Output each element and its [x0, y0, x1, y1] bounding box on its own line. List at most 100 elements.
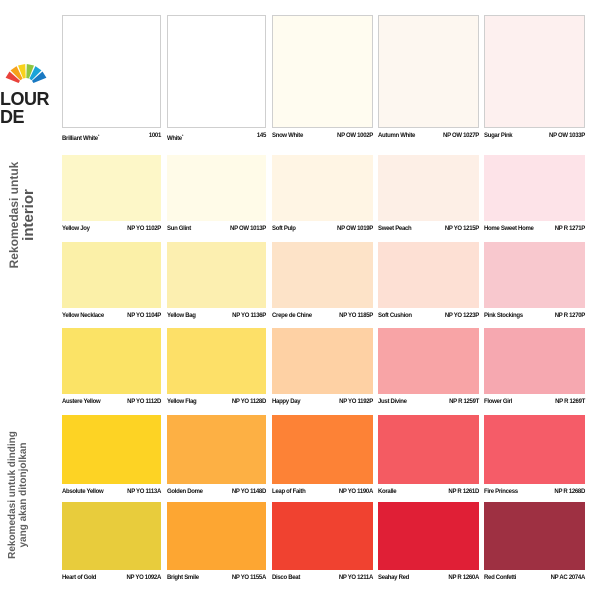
color-swatch[interactable]	[272, 502, 373, 570]
color-swatch[interactable]	[167, 155, 266, 221]
color-swatch[interactable]	[167, 415, 266, 484]
color-swatch[interactable]	[378, 328, 479, 394]
swatch-label: Flower Girl NP R 1269T	[484, 399, 585, 409]
swatch-name: Yellow Flag	[167, 399, 197, 405]
swatch-code: NP YO 1190A	[338, 489, 373, 495]
swatch-name: Yellow Bag	[167, 313, 196, 319]
swatch-name: Red Confetti	[484, 575, 517, 581]
swatch-name: Flower Girl	[484, 399, 513, 405]
color-swatch[interactable]	[62, 502, 161, 570]
swatch-code: NP R 1270P	[554, 313, 586, 319]
swatch-code: NP OW 1033P	[549, 133, 585, 139]
swatch-code: NP R 1271P	[554, 226, 586, 232]
swatch-code: NP R 1259T	[449, 399, 479, 405]
swatch-code: NP YO 1211A	[338, 575, 373, 581]
swatch-label: Seahay Red NP R 1260A	[378, 575, 479, 585]
swatch-name: Golden Dome	[167, 489, 203, 495]
swatch-label: Heart of Gold NP YO 1092A	[62, 575, 161, 585]
color-swatch[interactable]	[62, 415, 161, 484]
color-swatch[interactable]	[62, 328, 161, 394]
side-label-interior-line1: Rekomedasi untuk	[7, 161, 21, 269]
swatch-code: NP OW 1013P	[230, 226, 266, 232]
brand-logo: LOUR DE	[0, 56, 60, 136]
swatch-label: Disco Beat NP YO 1211A	[272, 575, 373, 585]
swatch-name: Brilliant White*	[62, 133, 100, 142]
swatch-label: Brilliant White* 1001	[62, 133, 161, 143]
swatch-code: NP YO 1102P	[127, 226, 161, 232]
color-swatch[interactable]	[167, 328, 266, 394]
swatch-code: NP YO 1092A	[126, 575, 161, 581]
color-swatch[interactable]	[378, 502, 479, 570]
swatch-label: Austere Yellow NP YO 1112D	[62, 399, 161, 409]
logo-text-line2: DE	[0, 107, 25, 127]
color-swatch[interactable]	[272, 328, 373, 394]
swatch-name: Yellow Necklace	[62, 313, 104, 319]
swatch-label: Sweet Peach NP YO 1215P	[378, 226, 479, 236]
swatch-code: NP R 1261D	[448, 489, 479, 495]
color-swatch[interactable]	[272, 415, 373, 484]
fan-segment	[32, 71, 47, 84]
color-swatch[interactable]	[484, 415, 585, 484]
swatch-code: NP YO 1104P	[127, 313, 161, 319]
swatch-label: Just Divine NP R 1259T	[378, 399, 479, 409]
swatch-name: Absolute Yellow	[62, 489, 104, 495]
swatch-label: Yellow Necklace NP YO 1104P	[62, 313, 161, 323]
swatch-code: 145	[256, 133, 266, 139]
swatch-name: Just Divine	[378, 399, 407, 405]
color-swatch[interactable]	[62, 155, 161, 221]
swatch-name: Sun Glint	[167, 226, 191, 232]
swatch-name: Autumn White	[378, 133, 416, 139]
swatch-label: Soft Cushion NP YO 1223P	[378, 313, 479, 323]
swatch-code: NP OW 1019P	[337, 226, 373, 232]
color-swatch[interactable]	[484, 242, 585, 308]
swatch-label: Red Confetti NP AC 2074A	[484, 575, 585, 585]
swatch-name: Seahay Red	[378, 575, 410, 581]
color-swatch[interactable]	[62, 242, 161, 308]
color-swatch[interactable]	[167, 242, 266, 308]
color-swatch[interactable]	[484, 155, 585, 221]
swatch-code: NP YO 1136P	[232, 313, 266, 319]
color-swatch[interactable]	[167, 15, 266, 128]
swatch-code: NP AC 2074A	[550, 575, 586, 581]
swatch-label: Koralle NP R 1261D	[378, 489, 479, 499]
swatch-label: Fire Princess NP R 1268D	[484, 489, 585, 499]
color-swatch[interactable]	[272, 242, 373, 308]
swatch-code: NP R 1268D	[554, 489, 585, 495]
color-swatch[interactable]	[484, 502, 585, 570]
color-swatch[interactable]	[272, 15, 373, 128]
swatch-label: Home Sweet Home NP R 1271P	[484, 226, 585, 236]
swatch-label: Golden Dome NP YO 1148D	[167, 489, 266, 499]
swatch-name: Heart of Gold	[62, 575, 97, 581]
swatch-code: NP YO 1148D	[231, 489, 266, 495]
swatch-name: Crepe de Chine	[272, 313, 312, 319]
swatch-code: NP YO 1113A	[127, 489, 161, 495]
fan-segment	[5, 71, 20, 84]
swatch-name: Leap of Faith	[272, 489, 306, 495]
color-swatch[interactable]	[378, 415, 479, 484]
color-swatch[interactable]	[378, 155, 479, 221]
color-swatch[interactable]	[167, 502, 266, 570]
swatch-label: Crepe de Chine NP YO 1185P	[272, 313, 373, 323]
swatch-name-mark: *	[97, 133, 100, 138]
color-swatch[interactable]	[484, 15, 585, 128]
swatch-label: Pink Stockings NP R 1270P	[484, 313, 585, 323]
swatch-label: Bright Smile NP YO 1155A	[167, 575, 266, 585]
color-swatch[interactable]	[272, 155, 373, 221]
color-swatch[interactable]	[484, 328, 585, 394]
side-label-interior-line2: interior	[19, 189, 37, 241]
color-swatch[interactable]	[378, 15, 479, 128]
fan-segment	[26, 64, 35, 79]
logo-text-line1: LOUR	[0, 89, 50, 109]
swatch-code: NP YO 1192P	[339, 399, 373, 405]
color-swatch[interactable]	[378, 242, 479, 308]
swatch-label: Autumn White NP OW 1027P	[378, 133, 479, 143]
swatch-label: Absolute Yellow NP YO 1113A	[62, 489, 161, 499]
swatch-name: Bright Smile	[167, 575, 199, 581]
swatch-label: Leap of Faith NP YO 1190A	[272, 489, 373, 499]
swatch-label: Yellow Joy NP YO 1102P	[62, 226, 161, 236]
swatch-label: Snow White NP OW 1002P	[272, 133, 373, 143]
color-swatch[interactable]	[62, 15, 161, 128]
swatch-code: NP YO 1215P	[444, 226, 479, 232]
fan-segment	[29, 66, 42, 81]
swatch-name: Pink Stockings	[484, 313, 523, 319]
